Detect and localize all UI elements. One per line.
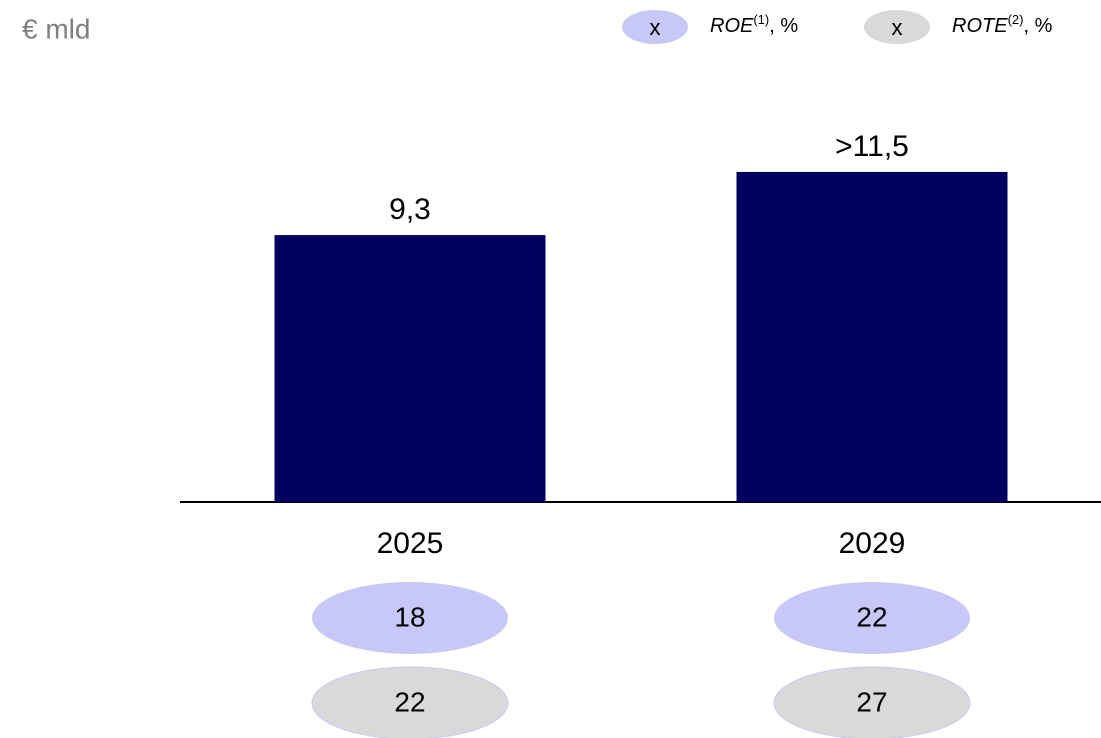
category-label: 2025 bbox=[377, 527, 444, 560]
ratio-value: 18 bbox=[394, 601, 425, 632]
legend-swatch bbox=[864, 10, 930, 44]
legend-swatch bbox=[622, 10, 688, 44]
category-label: 2029 bbox=[839, 527, 906, 560]
ratio-badge bbox=[773, 666, 971, 738]
bar bbox=[274, 235, 546, 502]
legend-marker: x bbox=[650, 15, 661, 40]
ratio-badge bbox=[312, 582, 508, 654]
ratio-value: 22 bbox=[394, 686, 425, 717]
unit-label: € mld bbox=[22, 13, 90, 44]
bar bbox=[736, 171, 1008, 502]
legend-suffix: , % bbox=[769, 15, 798, 37]
legend-name: ROTE bbox=[952, 15, 1008, 37]
ratio-value: 22 bbox=[856, 601, 887, 632]
legend-label: ROE(1), % bbox=[710, 12, 798, 37]
legend-name: ROE bbox=[710, 15, 754, 37]
legend-label: ROTE(2), % bbox=[952, 12, 1053, 37]
legend-suffix: , % bbox=[1023, 15, 1052, 37]
ratio-badge bbox=[311, 666, 509, 738]
ratio-badge bbox=[774, 582, 970, 654]
legend-marker: x bbox=[892, 15, 903, 40]
ratio-value: 27 bbox=[856, 686, 887, 717]
value-label: 9,3 bbox=[389, 193, 431, 226]
legend-superscript: (1) bbox=[753, 12, 769, 27]
legend-superscript: (2) bbox=[1008, 12, 1024, 27]
value-label: >11,5 bbox=[835, 130, 909, 163]
